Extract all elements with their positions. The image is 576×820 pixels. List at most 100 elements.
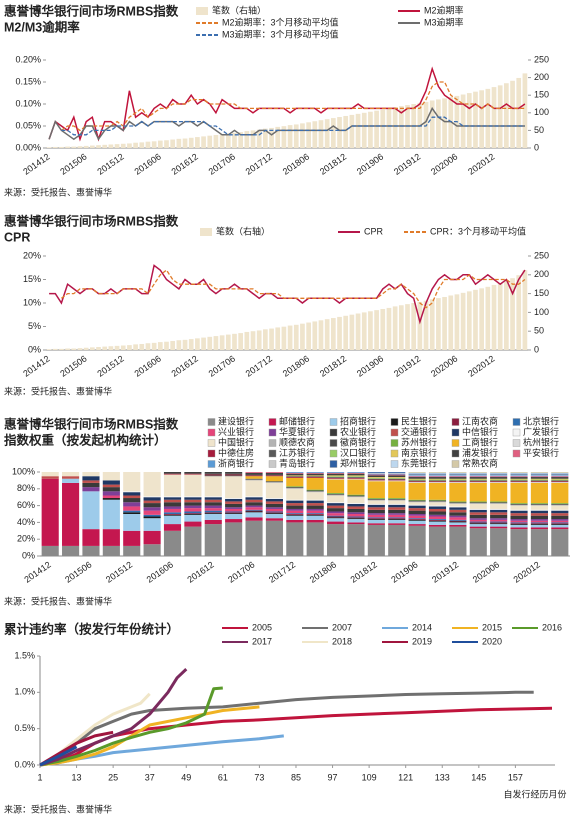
bar-segment [408,478,426,480]
legend-swatch [512,428,521,437]
y-tick-label: 0.05% [15,120,41,130]
bar-segment [204,497,222,500]
bar-segment [265,508,283,512]
x-tick-label: 13 [72,772,82,782]
bar-segment [306,499,324,501]
bar-segment [204,476,222,497]
bar [102,144,108,148]
bar-segment [82,476,100,481]
bar-segment [510,504,528,506]
bar-segment [286,475,304,477]
line-series [48,66,526,142]
legend-swatch [207,449,216,458]
x-tick-label: 202012 [466,353,496,378]
bar [157,342,163,350]
bar-segment [551,478,569,480]
bar-segment [204,475,222,477]
bar-segment [408,474,426,476]
bar-segment [184,499,202,503]
bar-segment [163,474,182,497]
y2-tick-label: 200 [534,269,549,279]
x-tick-label: 202006 [429,353,459,378]
bar-segment [490,518,508,520]
bar-segment [388,480,406,482]
legend-swatch [268,418,277,426]
bar-segment [490,508,508,510]
bar-segment [347,496,365,498]
bar-segment [408,514,426,516]
x-tick-label: 201606 [145,559,175,584]
bar [52,348,58,350]
bar-segment [367,479,385,481]
x-tick-label: 25 [108,772,118,782]
bar [436,99,441,148]
bar-segment [490,481,508,483]
bar-segment [265,482,283,483]
line-series [61,81,525,132]
bar [89,145,95,148]
bar [374,110,379,148]
bar-segment [286,514,304,516]
bar [293,124,299,148]
bar [355,113,361,148]
bar-segment [408,508,426,511]
bar-segment [62,478,80,483]
bar-segment [428,482,447,500]
legend-label: 2014 [412,622,432,632]
bar-segment [551,479,569,481]
legend-label: 2019 [412,636,432,646]
bar-segment [449,472,467,473]
y-tick-label: 10% [23,297,41,307]
bar-segment [82,480,100,483]
bar-segment [286,515,304,520]
bar-segment [347,473,365,476]
bar [306,122,311,148]
bar-segment [102,491,120,496]
bar-segment [163,506,182,509]
bar-segment [123,492,141,496]
bar-segment [510,509,528,511]
bar-segment [530,524,548,528]
bar [164,140,169,148]
bar-segment [428,514,447,517]
bar-segment [510,477,528,479]
bar-segment [245,502,263,506]
source-note: 来源：受托报告、惠誉博华 [4,186,112,197]
bar-segment [245,478,263,480]
bar [386,307,392,350]
bar-segment [449,474,467,476]
bar-segment [367,513,385,515]
bar-segment [510,479,528,481]
bar-segment [143,472,161,497]
bar [269,328,274,350]
y2-tick-label: 50 [534,125,544,135]
bar-segment [306,503,324,506]
bar-segment [123,491,141,493]
bar-segment [367,519,385,520]
bar-segment [143,503,161,508]
bar-segment [551,523,569,525]
bar-segment [428,472,447,473]
bar-segment [530,523,548,525]
bar-segment [428,478,447,480]
legend-swatch [451,449,460,458]
legend-label: 浙商银行 [218,457,254,468]
bar-segment [449,501,467,503]
bar-segment [388,499,406,501]
bar-segment [551,520,569,523]
bar-segment [367,477,385,478]
bar [145,141,151,148]
bar-segment [327,502,345,504]
bar [151,342,157,350]
line-series [39,690,534,767]
legend-swatch [207,460,216,468]
bar-segment [306,475,324,477]
legend-label: 笔数（右轴） [216,225,270,236]
bar [207,336,213,350]
x-tick-label: 201806 [308,559,338,584]
bar-segment [428,474,447,476]
bar-segment [286,487,304,488]
y-tick-label: 40% [17,517,35,527]
bar-segment [265,514,283,519]
x-tick-label: 201606 [132,151,162,176]
